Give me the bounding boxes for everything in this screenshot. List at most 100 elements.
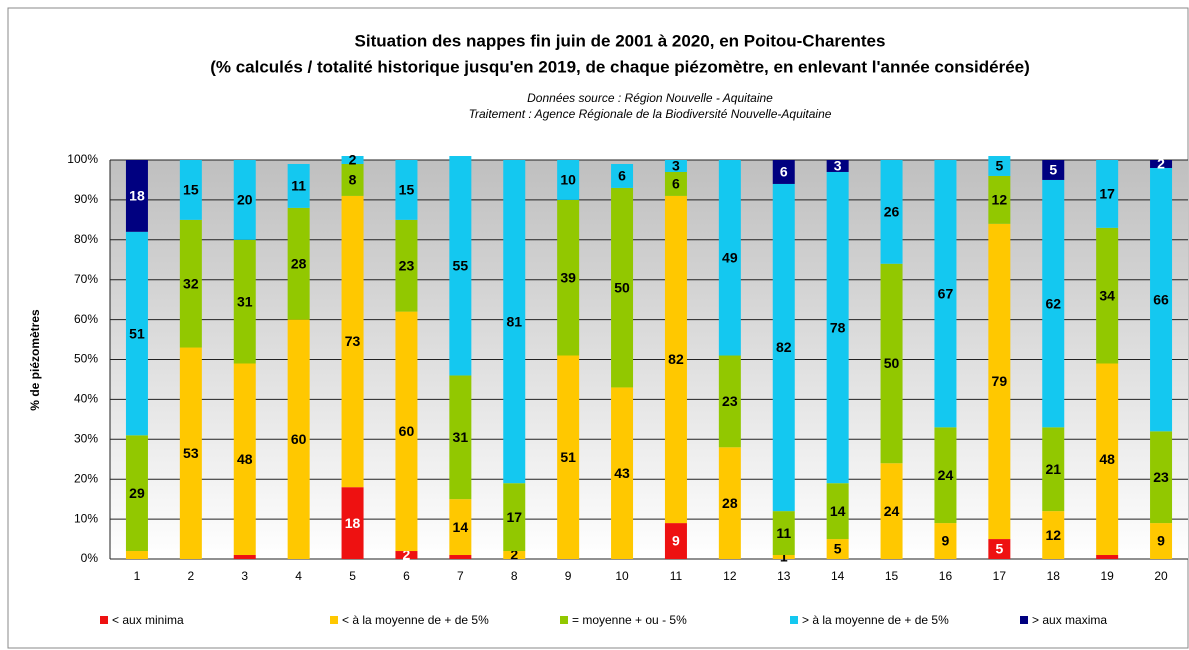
bar-segment <box>395 311 418 552</box>
data-label: 26 <box>884 204 900 220</box>
data-label: 17 <box>506 509 522 525</box>
legend-swatch <box>1020 616 1028 624</box>
data-label: 55 <box>453 257 469 273</box>
y-tick-label: 40% <box>74 392 98 406</box>
x-tick-label: 4 <box>295 569 302 583</box>
data-label: 78 <box>830 319 846 335</box>
data-label: 43 <box>614 465 630 481</box>
legend-swatch <box>790 616 798 624</box>
data-label: 17 <box>1099 186 1115 202</box>
data-label: 48 <box>237 451 253 467</box>
bar-segment <box>179 160 202 220</box>
bar-segment <box>557 199 580 356</box>
bar-segment <box>826 160 849 172</box>
x-tick-label: 18 <box>1047 569 1061 583</box>
data-label: 15 <box>399 182 415 198</box>
bar-segment <box>611 387 634 559</box>
data-label: 10 <box>560 172 576 188</box>
subtitle: Traitement : Agence Régionale de la Biod… <box>469 107 832 121</box>
data-label: 14 <box>830 503 846 519</box>
x-tick-label: 10 <box>615 569 629 583</box>
y-tick-label: 90% <box>74 192 98 206</box>
data-label: 20 <box>237 192 253 208</box>
data-label: 2 <box>1157 156 1165 172</box>
bar-segment <box>988 156 1011 176</box>
legend-swatch <box>100 616 108 624</box>
subtitle: Données source : Région Nouvelle - Aquit… <box>527 91 773 105</box>
x-tick-label: 9 <box>565 569 572 583</box>
bar-segment <box>826 539 849 559</box>
legend-label: < à la moyenne de + de 5% <box>342 613 489 627</box>
bar-segment <box>449 555 472 559</box>
bar-segment <box>1096 363 1119 556</box>
y-tick-label: 70% <box>74 272 98 286</box>
data-label: 60 <box>291 431 307 447</box>
bar-segment <box>179 219 202 348</box>
data-label: 9 <box>942 533 950 549</box>
bar-segment <box>772 160 795 184</box>
bar-segment <box>718 355 741 448</box>
x-tick-label: 5 <box>349 569 356 583</box>
data-label: 24 <box>938 467 954 483</box>
data-label: 50 <box>614 279 630 295</box>
x-tick-label: 6 <box>403 569 410 583</box>
data-label: 60 <box>399 423 415 439</box>
bar-segment <box>772 511 795 556</box>
x-tick-label: 15 <box>885 569 899 583</box>
data-label: 51 <box>560 449 576 465</box>
bar-segment <box>233 239 256 364</box>
data-label: 5 <box>834 541 842 557</box>
bar-segment <box>1150 167 1173 432</box>
data-label: 11 <box>291 178 306 194</box>
data-label: 18 <box>129 188 145 204</box>
x-tick-label: 16 <box>939 569 953 583</box>
data-label: 1 <box>780 549 788 565</box>
x-tick-label: 14 <box>831 569 845 583</box>
bar-segment <box>664 523 687 559</box>
data-label: 31 <box>237 293 253 309</box>
chart-title: Situation des nappes fin juin de 2001 à … <box>355 31 886 50</box>
bar-segment <box>1150 160 1173 168</box>
bar-segment <box>826 171 849 484</box>
bar-segment <box>341 156 364 164</box>
bar-segment <box>395 160 418 220</box>
bar-segment <box>934 427 957 524</box>
data-label: 23 <box>722 393 738 409</box>
x-tick-label: 19 <box>1100 569 1114 583</box>
y-axis-label: % de piézomètres <box>28 309 42 411</box>
bar-segment <box>233 555 256 559</box>
bar-segment <box>611 163 634 188</box>
data-label: 6 <box>618 168 626 184</box>
bar-segment <box>664 160 687 172</box>
data-label: 81 <box>506 313 522 329</box>
data-label: 73 <box>345 333 361 349</box>
bar-segment <box>1096 227 1119 364</box>
bar-segment <box>449 156 472 376</box>
bar-segment <box>341 163 364 196</box>
data-label: 82 <box>776 339 792 355</box>
bar-segment <box>1150 431 1173 524</box>
bar-segment <box>503 551 526 559</box>
bar-segment <box>125 160 148 232</box>
data-label: 62 <box>1045 295 1061 311</box>
y-tick-label: 100% <box>67 152 98 166</box>
bar-segment <box>395 551 418 559</box>
data-label: 51 <box>129 325 145 341</box>
bar-segment <box>1150 523 1173 559</box>
y-tick-label: 30% <box>74 431 98 445</box>
data-label: 6 <box>672 176 680 192</box>
bar-segment <box>449 499 472 556</box>
bar-segment <box>988 539 1011 559</box>
bar-segment <box>449 375 472 500</box>
data-label: 24 <box>884 503 900 519</box>
data-label: 8 <box>349 172 357 188</box>
data-label: 29 <box>129 485 145 501</box>
legend-swatch <box>330 616 338 624</box>
data-label: 34 <box>1099 287 1115 303</box>
data-label: 9 <box>672 533 680 549</box>
chart-title: (% calculés / totalité historique jusqu'… <box>210 57 1030 76</box>
data-label: 28 <box>291 255 307 271</box>
bar-segment <box>287 319 310 559</box>
bar-segment <box>125 231 148 436</box>
